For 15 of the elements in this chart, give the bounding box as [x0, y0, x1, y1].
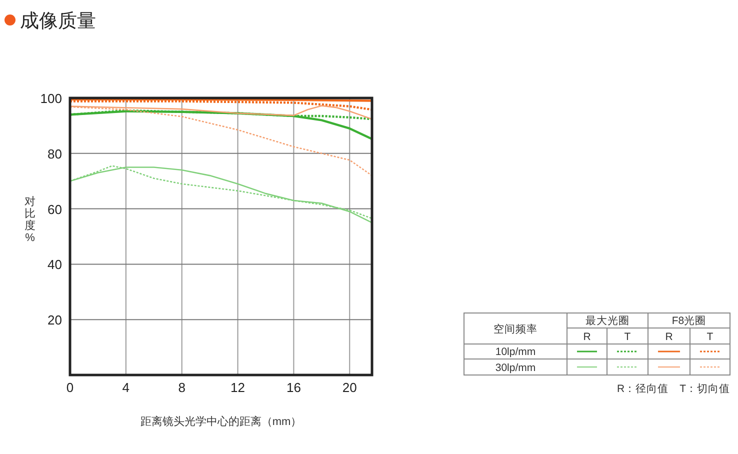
y-tick-label: 20	[48, 312, 62, 328]
x-tick-label: 8	[178, 380, 186, 395]
legend: 空间频率 最大光圈 F8光圈 R T R T 10lp/mm 30lp/mm R：径向值 T：切向值	[464, 312, 730, 395]
x-tick-label: 4	[122, 380, 130, 395]
y-tick-label: 40	[48, 257, 62, 272]
y-tick-label: 80	[48, 146, 62, 162]
x-tick-label: 12	[230, 380, 246, 395]
x-tick-label: 20	[342, 380, 357, 395]
y-tick-label: 60	[48, 202, 62, 217]
y-axis-title: 对比度%	[24, 195, 36, 244]
y-tick-label: 100	[40, 91, 62, 106]
x-tick-label: 0	[66, 380, 74, 395]
chart-title: 成像质量	[20, 11, 96, 32]
x-tick-label: 16	[286, 380, 301, 395]
x-axis-title: 距离镜头光学中心的距离（mm）	[140, 415, 302, 428]
